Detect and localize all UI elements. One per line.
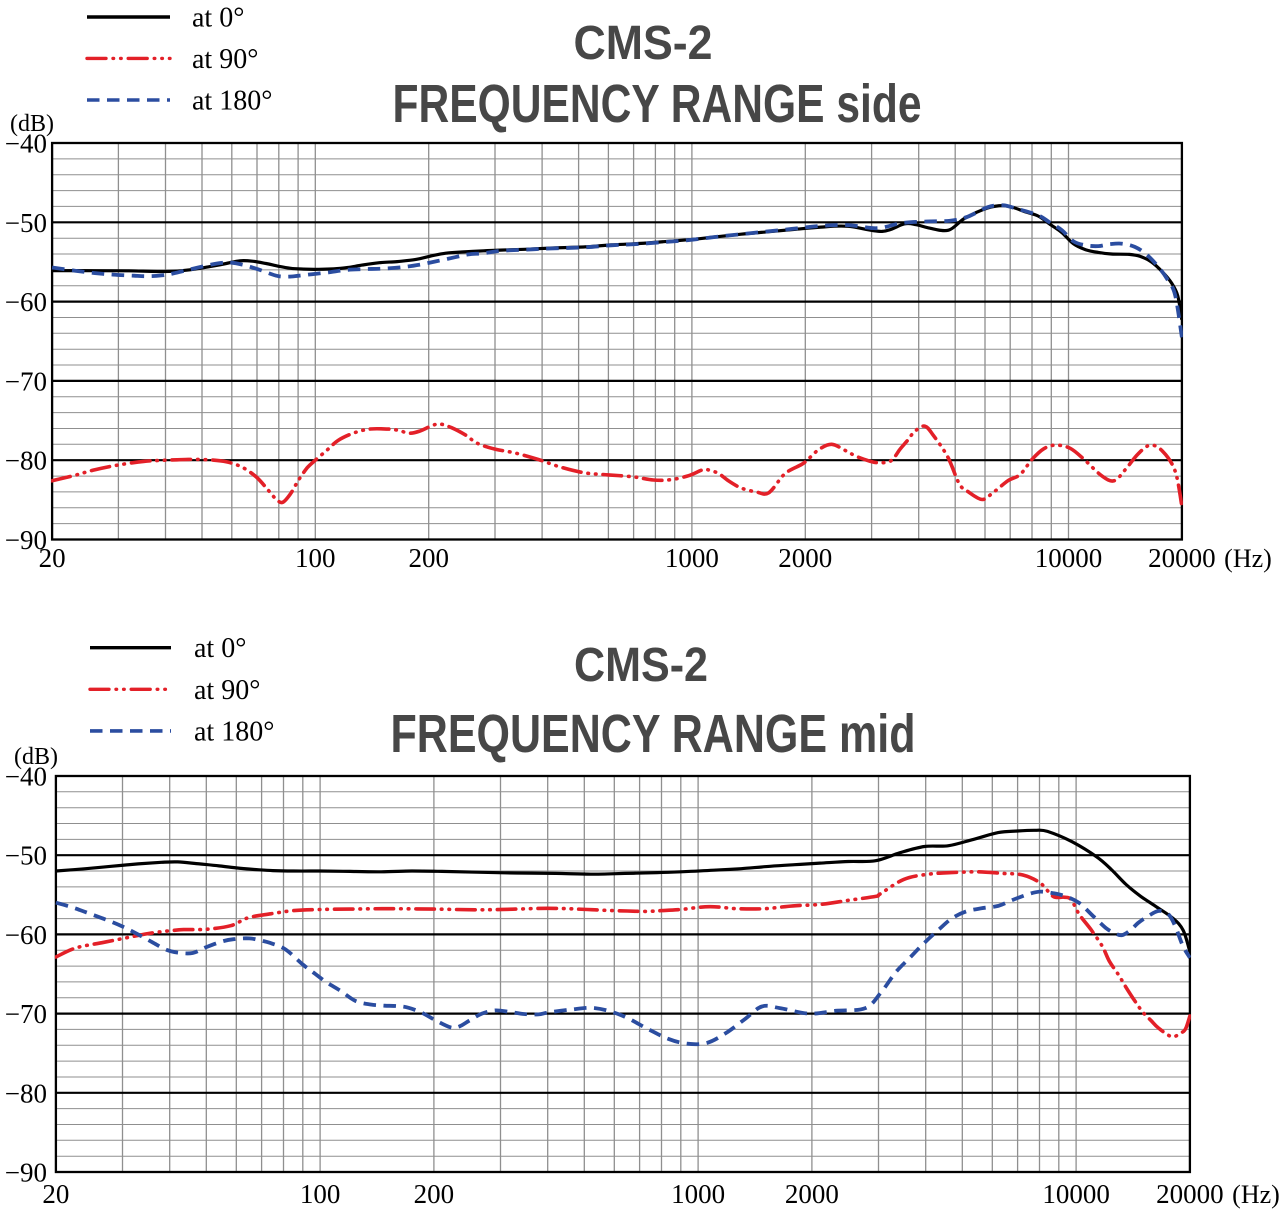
svg-text:at 0°: at 0° [192,3,244,34]
svg-text:(Hz): (Hz) [1224,544,1272,573]
svg-text:at 180°: at 180° [194,716,274,747]
svg-text:−90: −90 [5,1158,47,1188]
svg-text:at 180°: at 180° [192,86,272,117]
svg-text:2000: 2000 [778,543,832,573]
svg-text:−80: −80 [5,1078,47,1108]
svg-text:1000: 1000 [665,543,719,573]
svg-text:−50: −50 [5,208,47,238]
svg-text:10000: 10000 [1042,1179,1110,1209]
svg-text:−90: −90 [5,525,47,555]
svg-text:−70: −70 [5,366,47,396]
svg-text:at 90°: at 90° [194,675,260,706]
svg-text:100: 100 [295,543,336,573]
svg-text:CMS-2: CMS-2 [574,639,708,692]
svg-text:at 90°: at 90° [192,44,258,75]
svg-text:−40: −40 [5,129,47,159]
svg-text:CMS-2: CMS-2 [574,17,713,70]
svg-text:(dB): (dB) [14,744,58,770]
svg-text:−60: −60 [5,920,47,950]
svg-text:FREQUENCY RANGE mid: FREQUENCY RANGE mid [391,704,916,764]
svg-text:(dB): (dB) [10,111,54,137]
svg-text:1000: 1000 [671,1179,725,1209]
svg-text:−60: −60 [5,287,47,317]
svg-text:−40: −40 [5,762,47,792]
svg-text:200: 200 [414,1179,455,1209]
svg-text:FREQUENCY RANGE side: FREQUENCY RANGE side [393,74,922,134]
svg-text:−80: −80 [5,446,47,476]
svg-text:20: 20 [42,1179,69,1209]
svg-text:10000: 10000 [1035,543,1103,573]
svg-text:200: 200 [408,543,449,573]
svg-text:20000: 20000 [1148,543,1216,573]
svg-text:20000: 20000 [1156,1179,1224,1209]
svg-text:20: 20 [39,543,66,573]
svg-text:(Hz): (Hz) [1232,1180,1280,1209]
svg-text:2000: 2000 [785,1179,839,1209]
svg-text:at 0°: at 0° [194,633,246,664]
svg-text:−50: −50 [5,841,47,871]
svg-text:−70: −70 [5,999,47,1029]
svg-text:100: 100 [300,1179,341,1209]
